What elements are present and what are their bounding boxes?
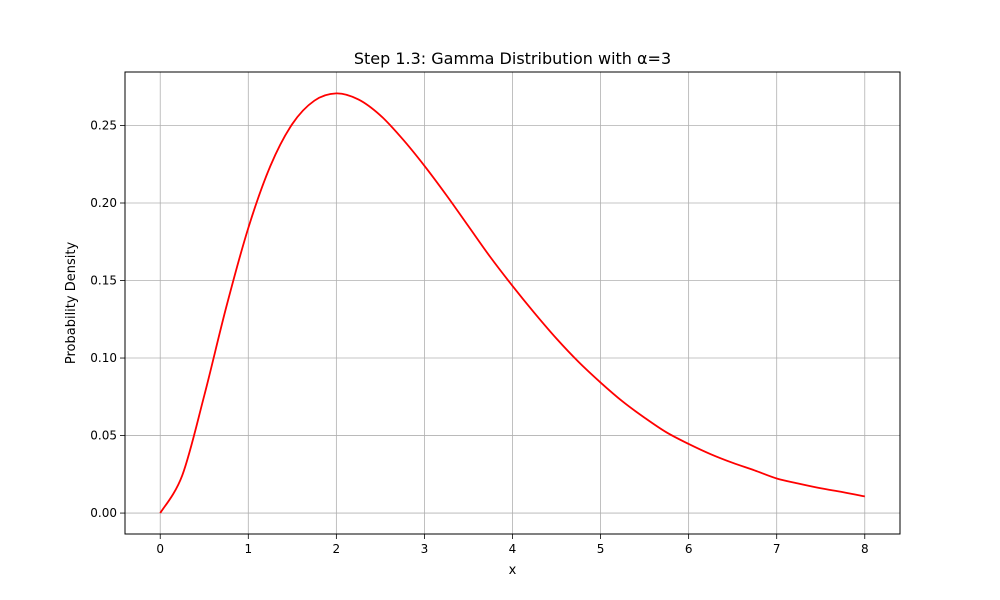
x-tick-label: 1 [244, 542, 252, 556]
x-tick-label: 4 [509, 542, 517, 556]
ticks: 0 1 2 3 4 5 6 7 8 0.00 0.05 0.10 0.15 0.20 0.25 [90, 118, 868, 556]
x-tick-label: 8 [861, 542, 869, 556]
x-axis-label: x [509, 563, 517, 578]
y-tick-label: 0.00 [90, 506, 117, 520]
grid [125, 72, 900, 534]
y-tick-label: 0.15 [90, 274, 117, 288]
x-tick-label: 7 [773, 542, 781, 556]
y-tick-label: 0.25 [90, 118, 117, 132]
chart-title: Step 1.3: Gamma Distribution with α=3 [354, 49, 671, 68]
series-layer [159, 92, 865, 514]
series-line [159, 92, 865, 514]
x-tick-label: 2 [333, 542, 341, 556]
y-tick-label: 0.20 [90, 196, 117, 210]
x-tick-label: 6 [685, 542, 693, 556]
x-tick-label: 3 [421, 542, 429, 556]
y-axis-label: Probability Density [64, 242, 79, 365]
y-tick-label: 0.05 [90, 429, 117, 443]
x-tick-label: 5 [597, 542, 605, 556]
x-tick-label: 0 [156, 542, 164, 556]
y-tick-label: 0.10 [90, 351, 117, 365]
